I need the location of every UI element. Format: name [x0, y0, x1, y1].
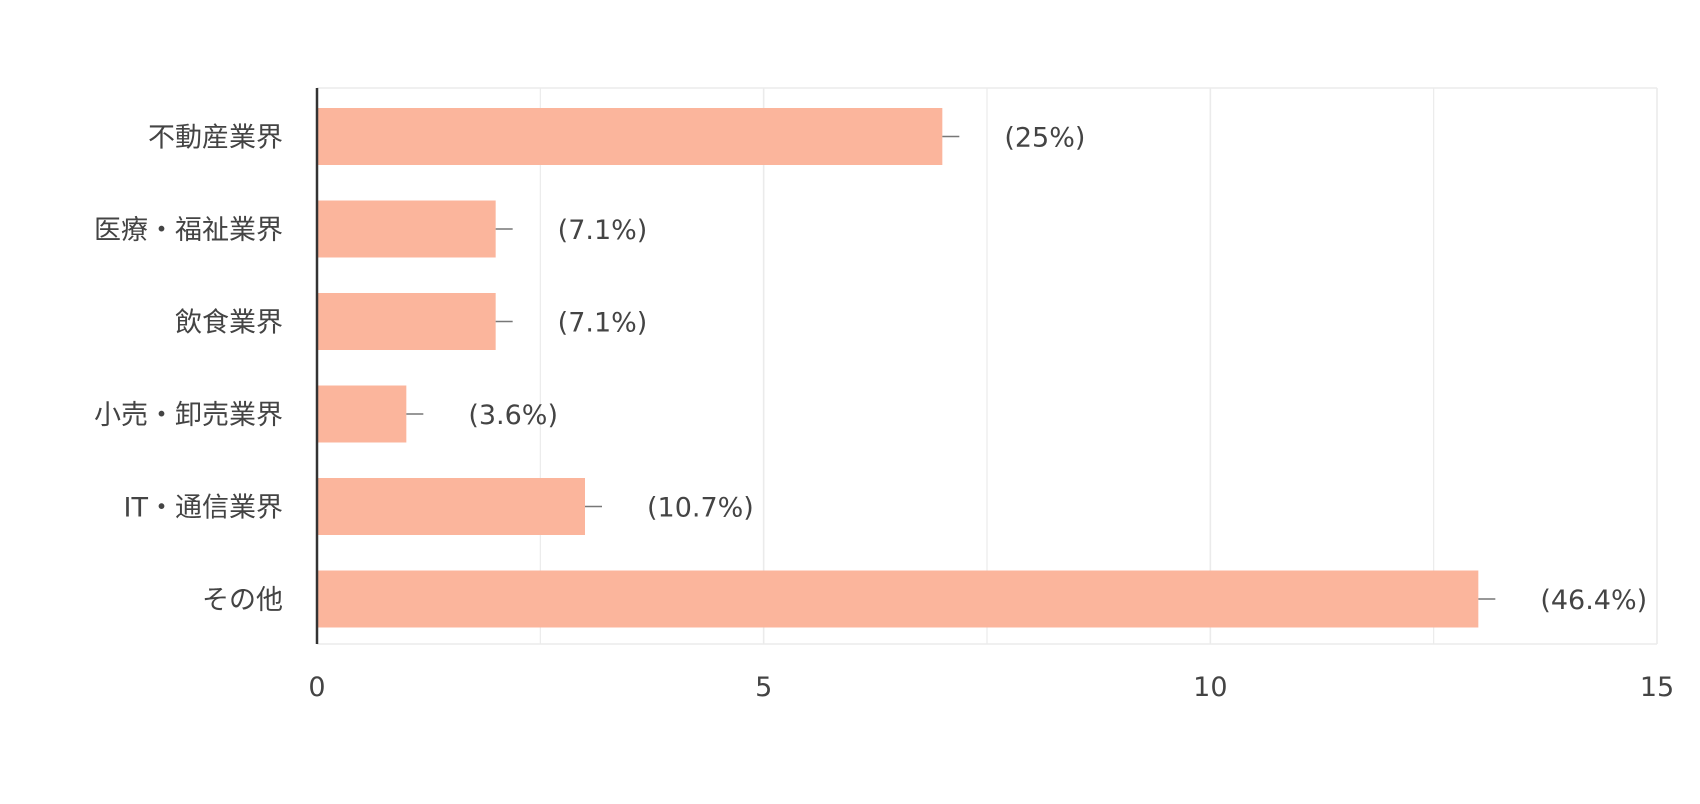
percent-label: (7.1%): [558, 215, 648, 246]
bar-2: [317, 293, 496, 350]
bar-5: [317, 570, 1479, 628]
x-tick-label: 0: [308, 672, 325, 703]
category-label: 小売・卸売業界: [94, 400, 283, 431]
category-label: 飲食業界: [175, 308, 283, 339]
x-tick-label: 10: [1193, 672, 1227, 703]
x-tick-label: 15: [1640, 672, 1674, 703]
bar-1: [317, 200, 496, 258]
x-tick-label: 5: [755, 672, 772, 703]
category-label: 不動産業界: [148, 123, 283, 154]
grid-lines: [317, 87, 1658, 645]
bar-3: [317, 385, 407, 443]
category-label: 医療・福祉業界: [94, 215, 283, 246]
percent-label: (46.4%): [1540, 585, 1647, 616]
percent-label: (7.1%): [558, 308, 648, 339]
bar-4: [317, 478, 585, 535]
percent-label: (10.7%): [647, 493, 754, 524]
labels: 不動産業界 (25%) 医療・福祉業界 (7.1%) 飲食業界 (7.1%) 小売・卸売業界…: [94, 123, 1674, 704]
category-label: その他: [202, 585, 283, 616]
bar-0: [317, 108, 943, 165]
bars: [317, 108, 1496, 628]
percent-label: (3.6%): [468, 400, 558, 431]
category-label: IT・通信業界: [124, 493, 283, 524]
percent-label: (25%): [1004, 123, 1085, 154]
